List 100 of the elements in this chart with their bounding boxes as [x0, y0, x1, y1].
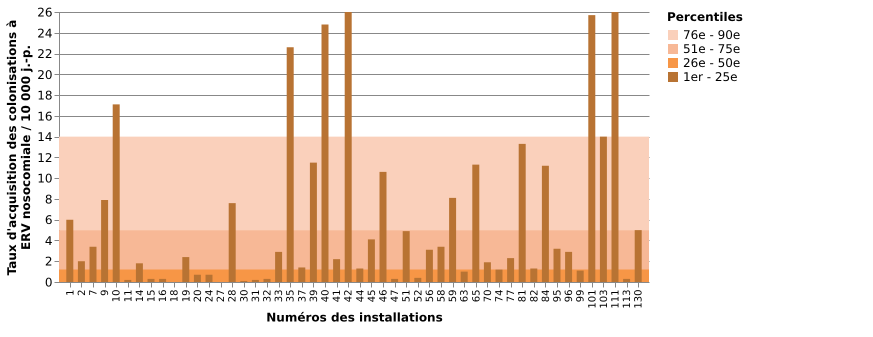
x-tick-label: 130 — [634, 290, 645, 309]
x-tick-label: 14 — [134, 290, 146, 302]
bar — [623, 278, 630, 282]
bar — [356, 268, 364, 282]
x-tick-label: 56 — [424, 290, 436, 302]
y-tick-label: 26 — [37, 6, 52, 20]
x-tick-label: 32 — [262, 290, 274, 302]
bar — [612, 12, 618, 282]
legend-label: 1er - 25e — [683, 70, 738, 84]
x-tick-label: 42 — [344, 290, 355, 302]
x-tick-label: 45 — [366, 290, 378, 302]
legend-title: Percentiles — [667, 10, 743, 24]
bar — [565, 252, 572, 282]
bar — [554, 248, 560, 282]
x-tick-label: 70 — [482, 290, 494, 302]
x-tick-label: 95 — [552, 290, 564, 302]
bar — [496, 270, 502, 282]
bar — [310, 162, 317, 282]
x-tick-label: 18 — [170, 290, 181, 302]
x-tick-label: 51 — [402, 290, 413, 302]
x-tick-label: 63 — [460, 290, 471, 302]
y-tick-label: 0 — [44, 276, 52, 290]
x-tick-label: 31 — [250, 290, 262, 302]
x-tick-label: 40 — [320, 290, 332, 302]
bar — [368, 239, 375, 282]
y-axis-title: Taux d'acquisition des colonisations à ERV nosocomiale / 10 000 j.-p. — [5, 20, 34, 276]
bar — [402, 231, 410, 282]
bar — [600, 136, 607, 282]
x-tick-label: 37 — [297, 290, 308, 302]
bar — [438, 246, 444, 282]
x-tick-label: 27 — [216, 290, 228, 302]
bar — [426, 250, 433, 282]
bar — [634, 230, 642, 282]
x-tick-label: 77 — [506, 290, 518, 302]
x-tick-label: 2 — [76, 290, 88, 296]
x-tick-label: 10 — [112, 290, 123, 302]
x-tick-label: 81 — [518, 290, 529, 302]
x-tick-label: 46 — [378, 290, 390, 302]
y-tick-label: 10 — [37, 172, 52, 186]
x-tick-label: 52 — [413, 290, 424, 302]
bar — [507, 258, 514, 282]
legend-label: 51e - 75e — [683, 42, 740, 56]
bar — [333, 259, 340, 282]
y-tick-label: 24 — [37, 26, 52, 40]
bar — [90, 246, 96, 282]
y-tick-label: 12 — [37, 150, 52, 165]
bar — [391, 278, 398, 282]
x-tick-label: 19 — [181, 290, 192, 302]
x-tick-label: 16 — [158, 290, 170, 302]
x-tick-label: 101 — [587, 290, 598, 309]
bar — [460, 272, 468, 282]
x-tick-label: 33 — [274, 290, 286, 302]
bar — [298, 267, 306, 282]
bar — [414, 278, 422, 282]
y-tick-label: 20 — [37, 68, 52, 82]
bar — [322, 24, 328, 282]
bar — [264, 278, 270, 282]
bar — [344, 12, 352, 282]
legend-label: 26e - 50e — [683, 56, 740, 70]
bar — [484, 262, 491, 282]
bar — [206, 274, 212, 282]
bar — [542, 166, 549, 282]
bar — [66, 220, 74, 282]
x-tick-label: 30 — [239, 290, 250, 302]
x-tick-label: 35 — [286, 290, 297, 302]
bar — [518, 144, 526, 282]
x-tick-label: 111 — [610, 290, 622, 309]
y-tick-label: 4 — [44, 234, 52, 248]
x-tick-label: 96 — [564, 290, 576, 302]
x-tick-label: 47 — [390, 290, 402, 302]
x-tick-label: 58 — [436, 290, 448, 302]
legend-label: 76e - 90e — [683, 28, 740, 42]
bar — [588, 15, 596, 282]
bar — [78, 261, 85, 282]
x-tick-label: 113 — [622, 290, 634, 309]
x-tick-label: 41 — [332, 290, 344, 302]
bar — [112, 104, 120, 282]
x-tick-label: 1 — [65, 290, 76, 296]
bar — [530, 268, 538, 282]
bar — [449, 198, 456, 282]
bar — [286, 47, 294, 282]
y-tick-label: 2 — [44, 254, 52, 269]
bar — [182, 257, 190, 282]
x-tick-label: 65 — [471, 290, 482, 302]
y-tick-label: 18 — [37, 88, 52, 103]
x-tick-label: 24 — [204, 290, 216, 302]
y-tick-label: 22 — [37, 47, 52, 62]
bar — [194, 274, 201, 282]
x-tick-label: 103 — [598, 290, 610, 309]
x-tick-label: 15 — [146, 290, 158, 302]
y-tick-label: 14 — [37, 130, 52, 144]
x-axis-title: Numéros des installations — [266, 310, 443, 325]
x-tick-label: 99 — [576, 290, 587, 302]
bar — [136, 263, 143, 282]
x-tick-label: 44 — [355, 290, 366, 302]
bar — [275, 252, 282, 282]
bar — [159, 278, 166, 282]
bar — [228, 203, 236, 282]
x-tick-label: 84 — [540, 290, 552, 302]
bar — [576, 270, 584, 282]
